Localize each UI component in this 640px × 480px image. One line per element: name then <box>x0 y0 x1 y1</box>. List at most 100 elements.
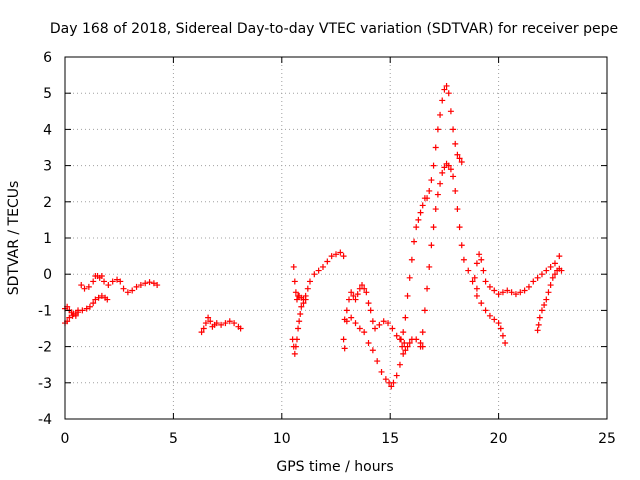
data-point <box>469 278 476 285</box>
data-point <box>458 158 465 165</box>
data-point <box>430 162 437 169</box>
series-segment-1-upper <box>78 273 161 296</box>
data-point <box>300 300 307 307</box>
y-tick-label: -1 <box>38 303 52 319</box>
data-point <box>482 307 489 314</box>
data-point <box>437 111 444 118</box>
data-point <box>400 350 407 357</box>
x-tick-label: 15 <box>381 431 399 447</box>
data-point <box>471 274 478 281</box>
data-point <box>202 320 209 327</box>
data-point <box>95 294 102 301</box>
data-point <box>333 251 339 258</box>
data-point <box>324 258 331 265</box>
data-point <box>328 253 335 260</box>
data-point <box>133 283 140 290</box>
data-point <box>417 343 424 350</box>
data-points <box>62 82 565 390</box>
grid-lines <box>65 57 607 419</box>
data-point <box>98 273 105 280</box>
data-point <box>291 350 298 357</box>
data-point <box>536 314 543 321</box>
data-point <box>543 267 550 274</box>
data-point <box>454 151 461 158</box>
data-point <box>348 289 355 296</box>
data-point <box>430 224 437 231</box>
data-point <box>72 312 79 319</box>
data-point <box>124 289 131 296</box>
data-point <box>293 336 300 343</box>
data-point <box>129 287 136 294</box>
data-point <box>450 173 457 180</box>
data-point <box>465 267 472 274</box>
series-segment-4-lower <box>341 314 426 390</box>
data-point <box>98 292 105 299</box>
data-point <box>424 195 431 202</box>
data-point <box>473 260 480 267</box>
data-point <box>304 285 311 292</box>
data-point <box>86 303 93 310</box>
data-point <box>512 291 519 298</box>
data-point <box>406 274 413 281</box>
data-point <box>421 307 428 314</box>
data-point <box>426 187 433 194</box>
data-point <box>290 263 297 270</box>
data-point <box>120 285 127 292</box>
x-tick-label: 5 <box>169 431 178 447</box>
data-point <box>441 86 448 93</box>
data-point <box>452 140 459 147</box>
data-point <box>419 202 426 209</box>
data-point <box>198 329 205 336</box>
data-point <box>432 206 439 213</box>
data-point <box>218 321 225 328</box>
data-point <box>85 283 92 290</box>
data-point <box>450 126 457 133</box>
data-point <box>439 97 446 104</box>
data-point <box>534 274 541 281</box>
data-point <box>400 329 407 336</box>
data-point <box>101 278 108 285</box>
data-point <box>296 318 303 325</box>
data-point <box>456 224 463 231</box>
data-point <box>92 296 99 303</box>
data-point <box>340 336 347 343</box>
data-point <box>538 307 545 314</box>
data-point <box>480 267 487 274</box>
data-point <box>525 283 532 290</box>
data-point <box>354 291 361 298</box>
data-point <box>499 332 506 339</box>
data-point <box>393 332 400 339</box>
data-point <box>356 325 363 332</box>
series-segment-5-inner <box>417 160 480 350</box>
data-point <box>404 292 411 299</box>
data-point <box>237 325 244 332</box>
series-segment-3 <box>290 249 347 303</box>
data-point <box>231 320 238 327</box>
data-point <box>382 376 389 383</box>
y-axis-label: SDTVAR / TECUs <box>6 181 22 296</box>
data-point <box>306 278 313 285</box>
data-point <box>114 276 121 283</box>
data-point <box>376 321 383 328</box>
data-point <box>374 358 381 365</box>
data-point <box>390 379 397 386</box>
data-point <box>311 271 318 278</box>
data-point <box>415 216 422 223</box>
y-tick-label: 4 <box>43 122 52 138</box>
x-tick-label: 20 <box>490 431 508 447</box>
data-point <box>417 209 424 216</box>
data-point <box>534 327 541 334</box>
series-segment-1-dip <box>62 303 82 319</box>
data-point <box>478 256 485 263</box>
data-point <box>401 339 408 346</box>
data-point <box>419 329 426 336</box>
data-point <box>396 361 403 368</box>
data-point <box>551 260 558 267</box>
data-point <box>458 242 465 249</box>
data-point <box>441 164 448 171</box>
data-point <box>495 291 502 298</box>
data-point <box>456 155 463 162</box>
data-point <box>486 312 493 319</box>
data-point <box>445 162 452 169</box>
data-point <box>399 343 406 350</box>
